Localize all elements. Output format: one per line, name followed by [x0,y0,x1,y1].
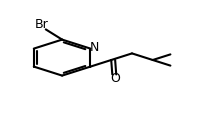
Text: N: N [90,41,99,54]
Text: O: O [110,72,120,85]
Text: Br: Br [35,18,49,31]
